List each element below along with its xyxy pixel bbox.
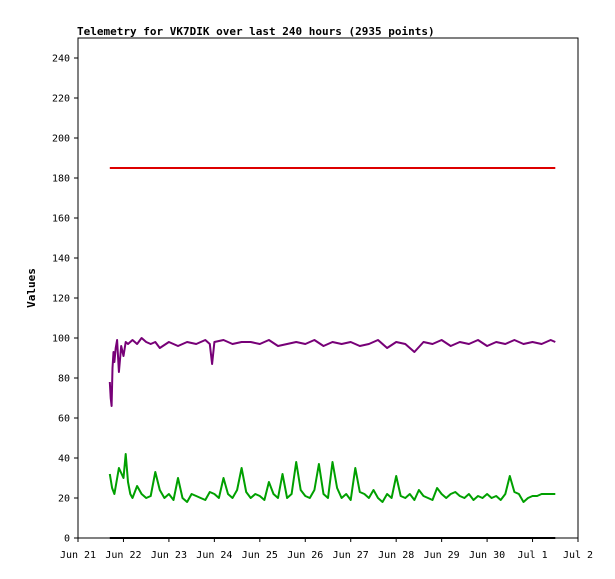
chart-title: Telemetry for VK7DIK over last 240 hours… [77,25,435,38]
y-tick-label: 120 [52,294,70,305]
y-tick-label: 200 [52,134,70,145]
y-tick-label: 60 [58,414,70,425]
x-tick-label: Jun 27 [333,550,369,561]
x-tick-label: Jun 25 [242,550,278,561]
x-tick-label: Jun 30 [469,550,505,561]
y-tick-label: 40 [58,454,70,465]
y-axis-ticks: 0 20 40 60 80 100 120 140 160 180 200 220 240 [52,54,78,545]
x-tick-label: Jun 24 [196,550,232,561]
y-tick-label: 100 [52,334,70,345]
x-tick-label: Jun 29 [424,550,460,561]
series-line-2 [108,453,556,503]
y-tick-label: 160 [52,214,70,225]
x-tick-label: Jun 21 [60,550,96,561]
plot-area [77,37,579,539]
y-tick-label: 220 [52,94,70,105]
x-axis-ticks: Jun 21 Jun 22 Jun 23 Jun 24 Jun 25 Jun 26 Jun … [60,538,593,561]
y-axis-label: Values [25,268,38,308]
y-tick-label: 140 [52,254,70,265]
series-line-1 [108,337,556,407]
x-tick-label: Jul 2 [563,550,593,561]
y-tick-label: 20 [58,494,70,505]
x-tick-label: Jun 23 [151,550,187,561]
series-layer [108,167,556,539]
y-tick-label: 0 [64,534,70,545]
x-tick-label: Jun 28 [378,550,414,561]
y-tick-label: 80 [58,374,70,385]
y-tick-label: 180 [52,174,70,185]
x-tick-label: Jun 26 [287,550,323,561]
y-tick-label: 240 [52,54,70,65]
x-tick-label: Jul 1 [517,550,547,561]
x-tick-label: Jun 22 [105,550,141,561]
